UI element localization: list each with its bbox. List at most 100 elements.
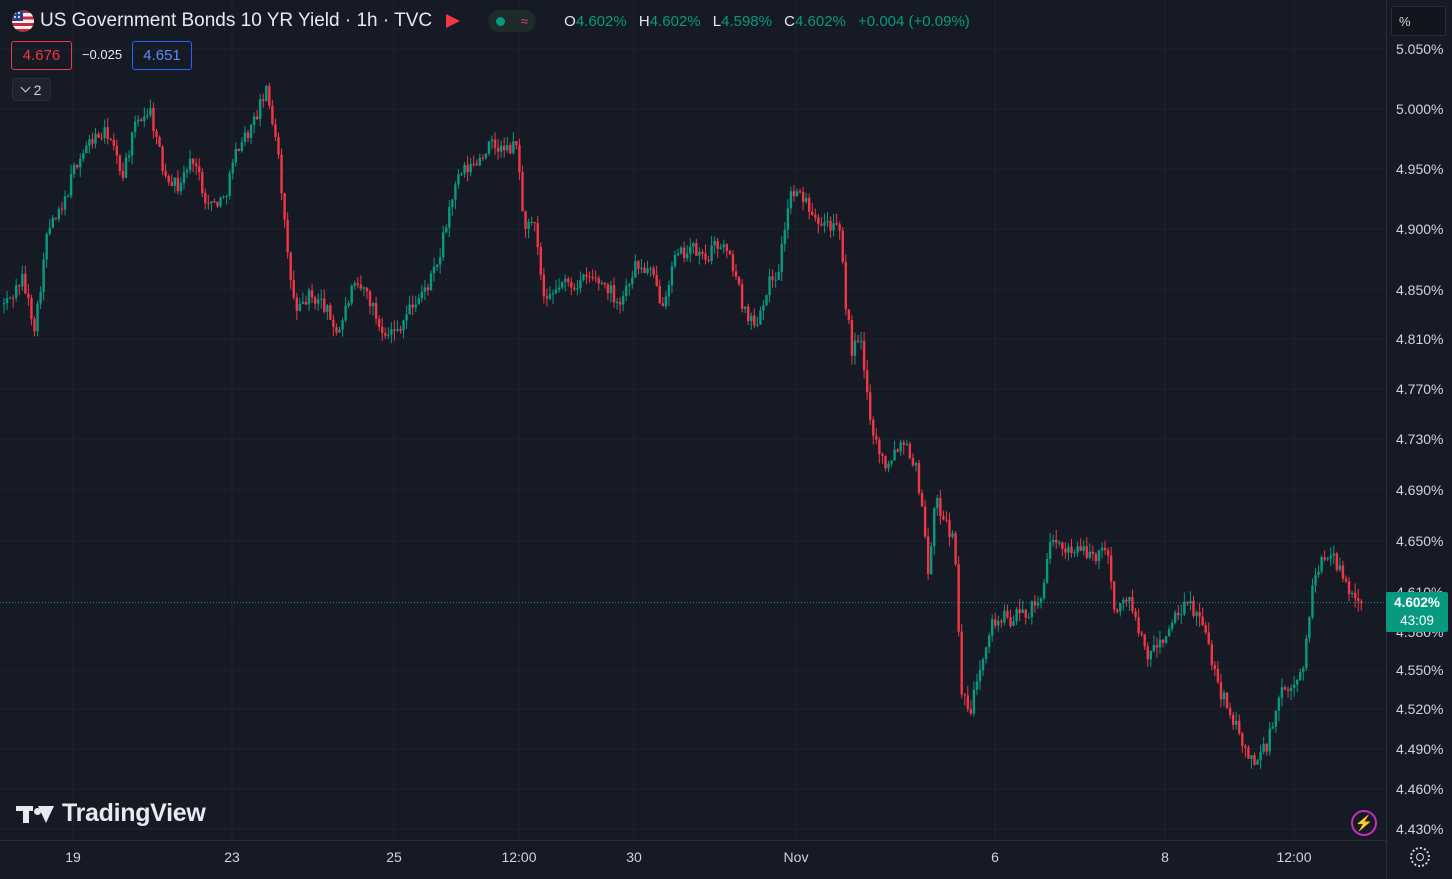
x-tick-label[interactable]: 30	[626, 849, 642, 865]
candle-body	[838, 224, 841, 231]
candle-body	[1204, 625, 1207, 633]
candle-body	[670, 266, 674, 286]
candle-body	[981, 659, 985, 671]
candle-body	[658, 286, 661, 304]
candle-body	[1231, 714, 1235, 725]
candle-body	[149, 107, 152, 116]
candle-body	[820, 224, 823, 226]
candle-body	[1198, 612, 1201, 617]
candle-body	[1076, 546, 1079, 553]
candle-body	[652, 268, 655, 276]
candle-body	[1082, 546, 1085, 551]
high-label: H	[638, 12, 650, 30]
x-tick-label[interactable]: 8	[1161, 849, 1169, 865]
candle-body	[573, 287, 576, 290]
candle-body	[1210, 644, 1213, 666]
tradingview-logo[interactable]: TradingView	[16, 799, 206, 828]
candle-body	[1091, 551, 1095, 554]
candle-body	[853, 340, 857, 356]
candle-body	[85, 145, 88, 154]
candle-body	[939, 498, 942, 516]
candle-body	[597, 278, 600, 284]
candle-body	[786, 208, 790, 230]
candle-body	[978, 670, 982, 682]
x-tick-label[interactable]: Nov	[784, 849, 809, 865]
settings-icon[interactable]	[1410, 847, 1430, 867]
candle-body	[429, 273, 433, 291]
candle-body	[1094, 553, 1098, 561]
candle-body	[1225, 692, 1229, 708]
candle-body	[8, 297, 12, 299]
candle-body	[307, 290, 311, 305]
candle-body	[987, 635, 991, 648]
candle-body	[304, 301, 308, 305]
candle-body	[198, 166, 201, 173]
candle-body	[567, 278, 570, 283]
x-tick-label[interactable]: 6	[991, 849, 999, 865]
candle-body	[332, 319, 335, 327]
alert-flag-icon[interactable]	[446, 14, 461, 28]
bar-countdown: 43:09	[1400, 613, 1434, 628]
candle-body	[850, 320, 854, 356]
candle-body	[621, 295, 625, 305]
candle-body	[417, 298, 420, 305]
candle-body	[274, 124, 277, 137]
candle-body	[957, 564, 960, 632]
symbol-title[interactable]: US Government Bonds 10 YR Yield · 1h · T…	[40, 10, 433, 31]
candle-body	[493, 139, 497, 148]
x-tick-label[interactable]: 23	[224, 849, 240, 865]
candle-body	[740, 284, 744, 309]
candle-body	[182, 172, 186, 183]
candle-body	[570, 282, 573, 288]
candle-body	[109, 138, 112, 140]
candle-body	[1149, 651, 1152, 660]
legend-toggle-button[interactable]: 2	[12, 78, 51, 101]
price-unit-label[interactable]: %	[1391, 6, 1446, 36]
x-tick-label[interactable]: 12:00	[501, 849, 536, 865]
candle-body	[460, 173, 463, 175]
candle-body	[338, 329, 341, 333]
candle-body	[804, 197, 808, 202]
candle-body	[298, 303, 302, 311]
candle-body	[1347, 581, 1351, 595]
candle-body	[859, 341, 863, 343]
candle-body	[689, 246, 692, 254]
x-tick-label[interactable]: 19	[65, 849, 81, 865]
candle-body	[609, 285, 613, 294]
candle-body	[27, 293, 30, 298]
sell-price-button[interactable]: 4.676	[11, 41, 72, 70]
x-tick-label[interactable]: 25	[386, 849, 402, 865]
candle-body	[499, 145, 503, 152]
x-tick-label[interactable]: 12:00	[1276, 849, 1311, 865]
candle-body	[887, 463, 890, 469]
candle-body	[374, 302, 378, 319]
candle-body	[1305, 638, 1308, 669]
bolt-icon[interactable]: ⚡	[1351, 810, 1377, 836]
candle-body	[15, 285, 18, 299]
candle-body	[917, 462, 921, 493]
candle-body	[399, 328, 402, 331]
candle-body	[1323, 557, 1326, 560]
candle-body	[893, 449, 896, 461]
candle-body	[42, 259, 45, 292]
buy-price-button[interactable]: 4.651	[132, 41, 192, 70]
candle-body	[869, 392, 872, 420]
candle-body	[30, 297, 33, 320]
candle-body	[646, 268, 649, 273]
chart-grid	[0, 0, 1386, 840]
candle-body	[359, 284, 363, 289]
candle-body	[1152, 645, 1156, 652]
candle-body	[991, 619, 994, 636]
candle-body	[997, 620, 1000, 626]
candle-body	[707, 259, 710, 262]
candle-body	[1048, 542, 1052, 559]
spread-value: −0.025	[81, 47, 123, 62]
candle-body	[594, 277, 597, 279]
candle-body	[1308, 617, 1311, 639]
candle-body	[234, 148, 237, 163]
candle-body	[1183, 601, 1186, 615]
candle-body	[1353, 592, 1357, 599]
candle-body	[1045, 558, 1049, 583]
live-status-icon[interactable]: ≈	[488, 10, 537, 32]
